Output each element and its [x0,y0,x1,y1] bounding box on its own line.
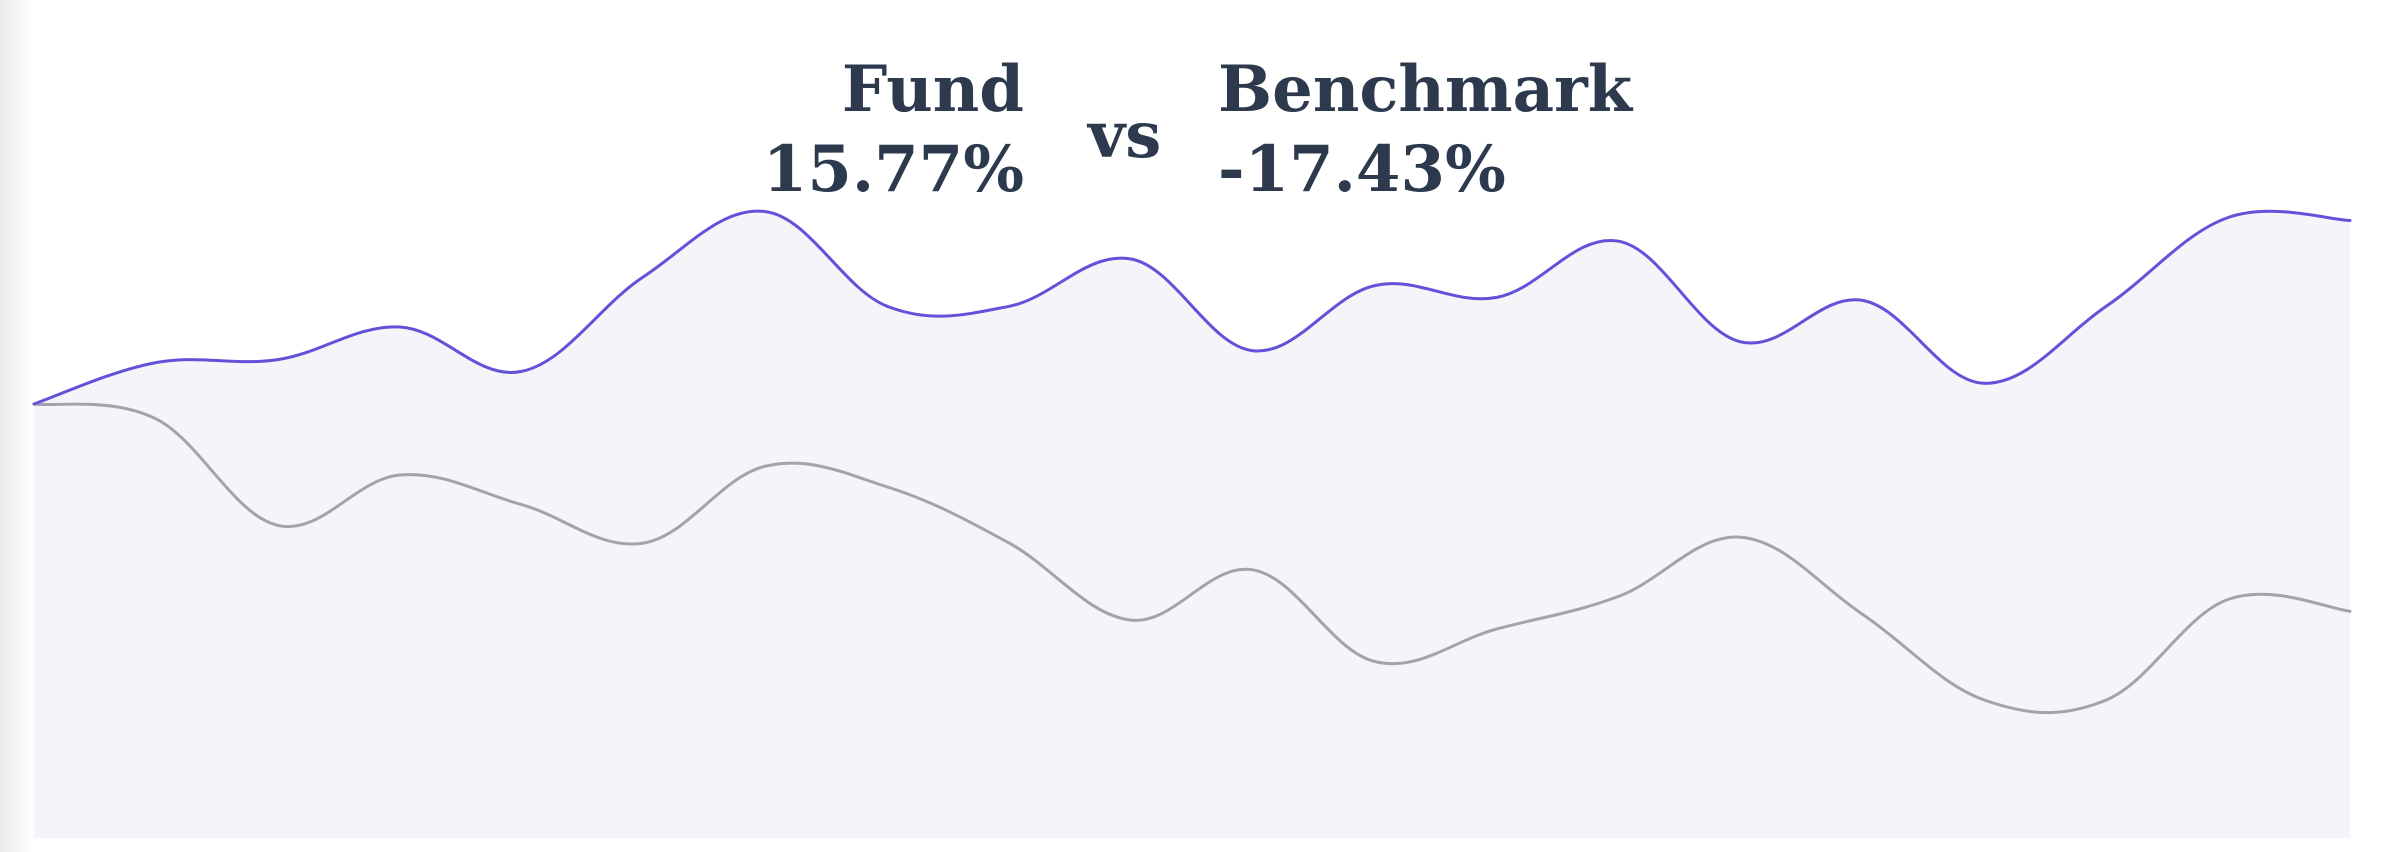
comparison-header: Fund 15.77% vs Benchmark -17.43% [0,0,2398,220]
chart-area-fill [34,211,2350,839]
left-edge-shade [0,0,34,852]
fund-name: Fund [841,52,1024,127]
benchmark-line [32,402,2352,715]
vs-label: vs [1088,98,1162,173]
fund-line [32,209,2352,406]
fund-return: 15.77% [762,132,1024,207]
benchmark-name: Benchmark [1218,52,1633,127]
benchmark-return: -17.43% [1218,132,1506,207]
